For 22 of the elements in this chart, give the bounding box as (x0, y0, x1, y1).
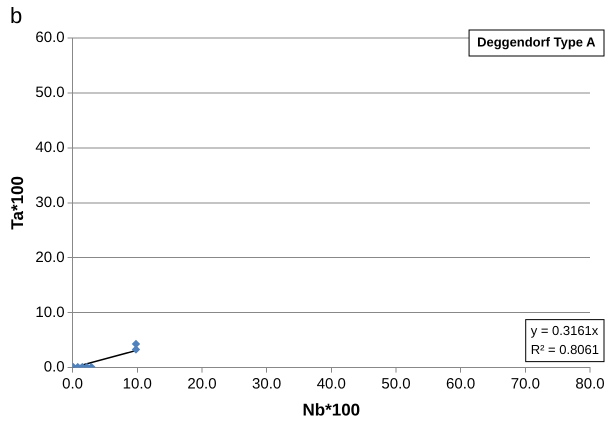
y-tick-label: 20.0 (35, 248, 65, 266)
annotation: y = 0.3161x (530, 323, 599, 338)
x-tick-label: 0.0 (62, 376, 84, 393)
x-tick-label: 20.0 (187, 376, 217, 393)
y-tick-label: 0.0 (44, 358, 65, 376)
text: b (10, 3, 22, 28)
annotation: R² = 0.8061 (530, 342, 599, 358)
x-tick-label: 50.0 (381, 376, 411, 393)
x-tick-label: 40.0 (316, 376, 346, 393)
x-tick-label: 60.0 (446, 376, 476, 393)
x-tick-label: 80.0 (575, 376, 605, 393)
x-tick-label: 10.0 (122, 376, 152, 393)
y-tick-label: 30.0 (35, 194, 65, 211)
chart-title: Deggendorf Type A (477, 34, 596, 50)
x-axis-title: Nb*100 (302, 400, 360, 420)
y-axis-title: Ta*100 (8, 176, 27, 230)
x-tick-label: 70.0 (510, 376, 540, 393)
y-tick-label: 10.0 (35, 304, 65, 321)
y-tick-label: 50.0 (35, 84, 65, 102)
y-tick-label: 40.0 (35, 139, 65, 156)
x-tick-label: 30.0 (252, 376, 282, 393)
y-tick-label: 60.0 (35, 29, 65, 46)
